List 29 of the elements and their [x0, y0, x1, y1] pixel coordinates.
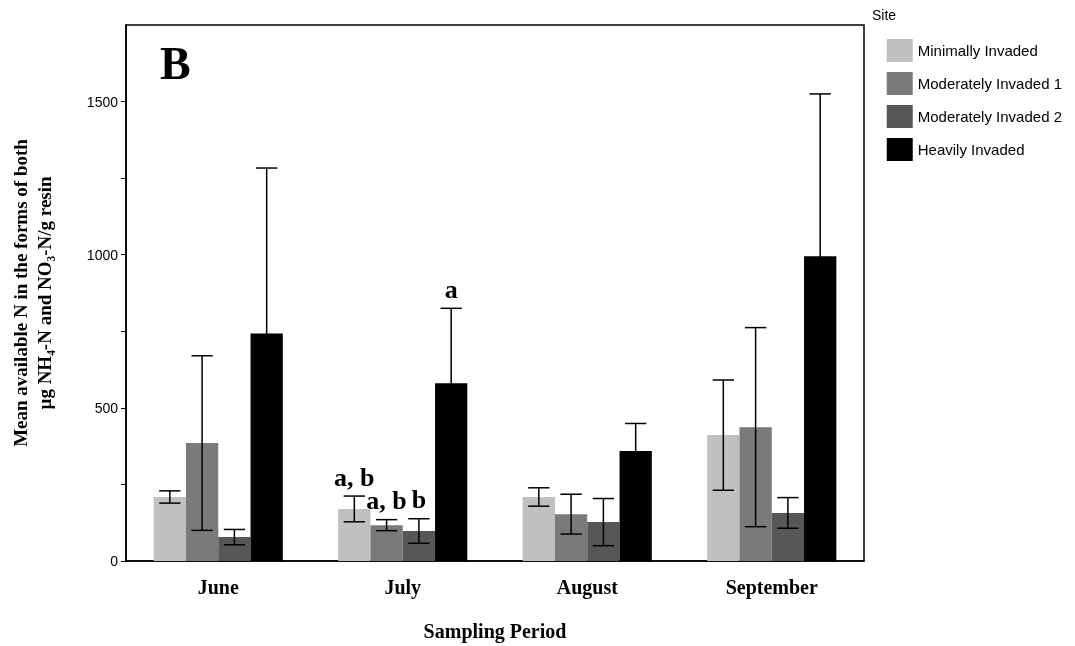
bar	[707, 435, 740, 561]
data-label: b	[411, 485, 427, 515]
bar	[370, 525, 403, 561]
y-axis-title: Mean available N in the forms of both µg NH₄-N and NO₃-N/g resin	[9, 138, 55, 447]
bar	[587, 522, 620, 561]
y-tick-label: 0	[110, 553, 119, 569]
data-label: a	[444, 274, 458, 304]
x-axis-title: Sampling Period	[423, 620, 567, 643]
x-tick-label: June	[197, 576, 239, 598]
legend-label: Moderately Invaded 2	[917, 108, 1063, 125]
legend-label: Heavily Invaded	[917, 141, 1025, 158]
annotation: B	[160, 37, 191, 89]
x-tick-label: August	[556, 576, 619, 599]
y-tick-label: 1500	[86, 93, 119, 110]
bar	[522, 496, 555, 561]
legend-label: Minimally Invaded	[917, 42, 1038, 59]
bar	[402, 530, 436, 561]
x-tick-label: September	[725, 576, 818, 599]
bar	[771, 512, 805, 561]
bar	[185, 443, 219, 561]
bar	[218, 537, 251, 561]
y-tick-label: 1000	[86, 246, 119, 263]
bar	[739, 427, 772, 561]
x-tick-label: July	[384, 576, 422, 599]
y-tick-label: 500	[94, 399, 119, 416]
legend-label: Moderately Invaded 1	[917, 75, 1063, 92]
bar	[554, 514, 588, 561]
bar	[153, 496, 186, 561]
legend-title: Site	[872, 7, 897, 23]
